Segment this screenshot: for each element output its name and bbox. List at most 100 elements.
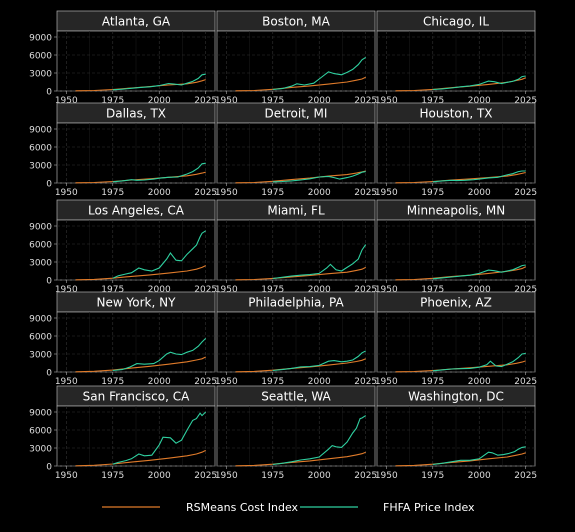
x-tick-label: 1950 (215, 285, 238, 295)
panel-boston-ma: Boston, MA 1950 1975 2000 2025 (215, 10, 377, 106)
x-tick-label: 1950 (55, 377, 78, 387)
panel-title: Los Angeles, CA (88, 204, 185, 218)
x-tick-label: 2000 (468, 96, 491, 106)
panel-title: Boston, MA (262, 15, 330, 29)
series-line-rsmeans (75, 449, 206, 467)
panel-san-francisco-ca: San Francisco, CA 1950 1975 2000 2025 0 3000 60… (29, 385, 217, 481)
x-tick-label: 2000 (468, 471, 491, 481)
x-tick-label: 1975 (421, 471, 444, 481)
y-tick-label: 9000 (29, 126, 52, 136)
x-tick-label: 2000 (148, 285, 171, 295)
y-tick-label: 9000 (29, 34, 52, 44)
panel-title: Seattle, WA (261, 390, 331, 404)
series-line-fhfa (432, 446, 526, 466)
x-tick-label: 1975 (261, 471, 284, 481)
x-tick-label: 2025 (514, 188, 537, 198)
panel-new-york-ny: New York, NY 1950 1975 2000 2025 0 3000 6000 900… (29, 291, 217, 387)
x-tick-label: 2025 (514, 377, 537, 387)
x-tick-label: 1950 (375, 96, 398, 106)
panel-title: Atlanta, GA (102, 15, 171, 29)
series-line-fhfa (272, 56, 366, 91)
series-line-rsmeans (235, 451, 366, 467)
x-tick-label: 2000 (148, 377, 171, 387)
panel-title: Miami, FL (267, 204, 325, 218)
x-tick-label: 1975 (261, 188, 284, 198)
x-tick-label: 1975 (101, 377, 124, 387)
legend: RSMeans Cost Index FHFA Price Index (102, 501, 475, 514)
x-tick-label: 2025 (354, 471, 377, 481)
legend-label-fhfa: FHFA Price Index (383, 501, 475, 514)
series-line-rsmeans (395, 171, 526, 184)
panel-los-angeles-ca: Los Angeles, CA 1950 1975 2000 2025 0 3000 6000… (29, 199, 217, 295)
x-tick-label: 2000 (148, 96, 171, 106)
panel-miami-fl: Miami, FL 1950 1975 2000 2025 (215, 199, 377, 295)
series-line-rsmeans (75, 356, 206, 373)
series-line-fhfa (272, 171, 366, 183)
x-tick-label: 1975 (261, 96, 284, 106)
x-tick-label: 1950 (215, 188, 238, 198)
x-tick-label: 1950 (375, 377, 398, 387)
x-tick-label: 2000 (308, 285, 331, 295)
x-tick-label: 2025 (354, 377, 377, 387)
series-line-rsmeans (235, 76, 366, 92)
series-line-fhfa (432, 170, 526, 183)
legend-label-rsmeans: RSMeans Cost Index (186, 501, 299, 514)
x-tick-label: 1975 (101, 285, 124, 295)
x-tick-label: 2000 (308, 377, 331, 387)
x-tick-label: 1950 (215, 377, 238, 387)
panel-philadelphia-pa: Philadelphia, PA 1950 1975 2000 2025 (215, 291, 377, 387)
y-tick-label: 9000 (29, 315, 52, 325)
x-tick-label: 2025 (514, 96, 537, 106)
y-tick-label: 6000 (29, 333, 52, 343)
panel-title: Phoenix, AZ (420, 296, 492, 310)
x-tick-label: 2025 (194, 188, 217, 198)
x-tick-label: 2025 (354, 96, 377, 106)
series-line-fhfa (432, 352, 526, 372)
series-line-fhfa (112, 230, 206, 279)
panel-phoenix-az: Phoenix, AZ 1950 1975 2000 2025 (375, 291, 537, 387)
panel-title: Washington, DC (408, 390, 504, 404)
y-tick-label: 6000 (29, 144, 52, 154)
x-tick-label: 2000 (468, 377, 491, 387)
x-tick-label: 2000 (148, 188, 171, 198)
x-tick-label: 1950 (55, 285, 78, 295)
x-tick-label: 2025 (354, 285, 377, 295)
series-line-fhfa (112, 73, 206, 91)
x-tick-label: 1950 (375, 285, 398, 295)
x-tick-label: 1975 (101, 188, 124, 198)
y-tick-label: 0 (46, 180, 52, 190)
series-line-rsmeans (395, 452, 526, 467)
series-line-rsmeans (395, 77, 526, 92)
x-tick-label: 1975 (101, 96, 124, 106)
panel-chicago-il: Chicago, IL 1950 1975 2000 2025 (375, 10, 537, 106)
x-tick-label: 1975 (421, 188, 444, 198)
y-tick-label: 0 (46, 277, 52, 287)
panel-atlanta-ga: Atlanta, GA 1950 1975 2000 2025 0 3000 6000 9000 (29, 10, 217, 106)
x-tick-label: 1950 (55, 96, 78, 106)
y-tick-label: 3000 (29, 445, 52, 455)
y-tick-label: 6000 (29, 52, 52, 62)
panel-title: Philadelphia, PA (248, 296, 344, 310)
x-tick-label: 2000 (468, 285, 491, 295)
panel-dallas-tx: Dallas, TX 1950 1975 2000 2025 0 3000 6000 9000 (29, 102, 217, 198)
x-tick-label: 2025 (194, 96, 217, 106)
x-tick-label: 1975 (421, 96, 444, 106)
panel-title: New York, NY (97, 296, 177, 310)
x-tick-label: 2025 (194, 471, 217, 481)
y-tick-label: 9000 (29, 409, 52, 419)
panel-title: Dallas, TX (106, 107, 166, 121)
x-tick-label: 2000 (148, 471, 171, 481)
x-tick-label: 1950 (215, 96, 238, 106)
x-tick-label: 2000 (468, 188, 491, 198)
panel-title: Detroit, MI (265, 107, 328, 121)
series-line-fhfa (112, 411, 207, 465)
x-tick-label: 1975 (421, 285, 444, 295)
x-tick-label: 1950 (55, 188, 78, 198)
y-tick-label: 3000 (29, 70, 52, 80)
series-line-fhfa (272, 415, 366, 466)
panel-title: Chicago, IL (423, 15, 489, 29)
x-tick-label: 1975 (421, 377, 444, 387)
y-tick-label: 6000 (29, 427, 52, 437)
series-line-fhfa (432, 75, 526, 91)
x-tick-label: 1975 (261, 285, 284, 295)
